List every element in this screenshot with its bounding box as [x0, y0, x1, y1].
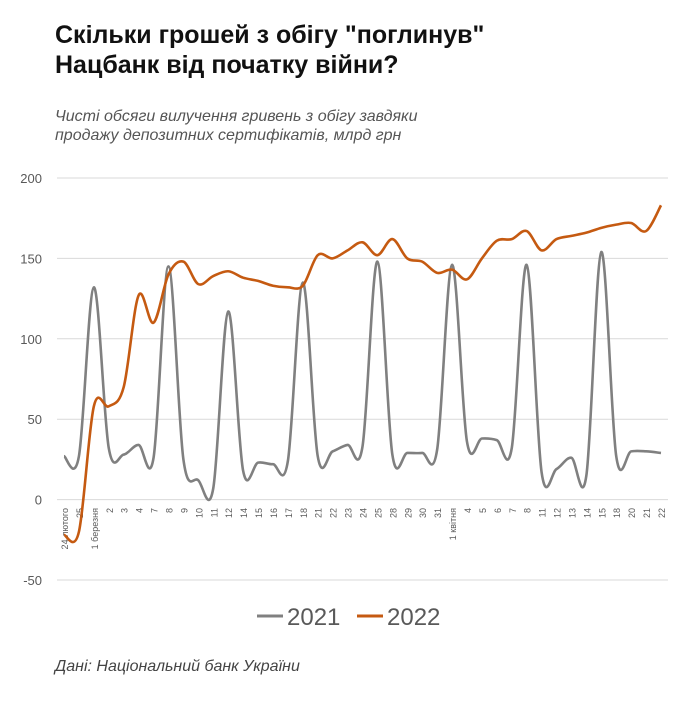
series-line-2021 [62, 250, 662, 502]
x-tick-label: 7 [508, 508, 518, 513]
x-tick-label: 22 [657, 508, 667, 518]
y-tick-label: 150 [20, 251, 42, 266]
x-tick-label: 24 лютого [60, 508, 70, 549]
title-line-2: Нацбанк від початку війни? [55, 51, 399, 79]
x-tick-label: 4 [135, 508, 145, 513]
x-tick-label: 6 [493, 508, 503, 513]
x-tick-label: 25 [75, 508, 85, 518]
x-tick-label: 14 [239, 508, 249, 518]
x-tick-label: 24 [359, 508, 369, 518]
legend-label-2022: 2022 [387, 604, 440, 631]
x-tick-label: 28 [388, 508, 398, 518]
x-tick-label: 31 [433, 508, 443, 518]
x-tick-label: 10 [194, 508, 204, 518]
x-tick-label: 30 [418, 508, 428, 518]
x-tick-label: 22 [329, 508, 339, 518]
x-tick-label: 20 [627, 508, 637, 518]
x-tick-label: 3 [120, 508, 130, 513]
x-tick-label: 15 [254, 508, 264, 518]
y-tick-label: 0 [35, 493, 42, 508]
x-tick-label: 29 [403, 508, 413, 518]
x-tick-label: 21 [314, 508, 324, 518]
x-tick-label: 21 [642, 508, 652, 518]
x-tick-label: 25 [373, 508, 383, 518]
x-tick-label: 11 [209, 508, 219, 517]
x-tick-label: 12 [224, 508, 234, 518]
x-tick-label: 17 [284, 508, 294, 518]
x-tick-label: 15 [597, 508, 607, 518]
x-tick-label: 11 [538, 508, 548, 517]
x-tick-label: 8 [164, 508, 174, 513]
x-tick-label: 23 [344, 508, 354, 518]
series-line-2022 [62, 204, 663, 544]
x-tick-label: 14 [582, 508, 592, 518]
x-tick-label: 18 [612, 508, 622, 518]
x-tick-label: 2 [105, 508, 115, 513]
title-line-1: Скільки грошей з обігу "поглинув" [55, 21, 485, 49]
subtitle-line-2: продажу депозитних сертифікатів, млрд гр… [55, 127, 402, 144]
y-tick-label: 50 [28, 412, 42, 427]
subtitle-line-1: Чисті обсяги вилучення гривень з обігу з… [55, 108, 418, 125]
legend-label-2021: 2021 [287, 604, 340, 631]
x-tick-label: 13 [567, 508, 577, 518]
x-tick-label: 18 [299, 508, 309, 518]
y-tick-label: 200 [20, 171, 42, 186]
x-tick-label: 5 [478, 508, 488, 513]
x-tick-label: 8 [523, 508, 533, 513]
x-tick-label: 7 [150, 508, 160, 513]
x-tick-label: 16 [269, 508, 279, 518]
source-note: Дані: Національний банк України [55, 658, 300, 675]
chart-title: Скільки грошей з обігу "поглинув" Нацбан… [55, 20, 675, 80]
y-tick-label: 100 [20, 332, 42, 347]
y-tick-label: -50 [23, 573, 42, 588]
chart-subtitle: Чисті обсяги вилучення гривень з обігу з… [55, 107, 655, 145]
x-tick-label: 1 квітня [448, 508, 458, 540]
x-tick-label: 9 [179, 508, 189, 513]
x-tick-label: 12 [553, 508, 563, 518]
x-tick-label: 1 березня [90, 508, 100, 549]
x-tick-label: 4 [463, 508, 473, 513]
